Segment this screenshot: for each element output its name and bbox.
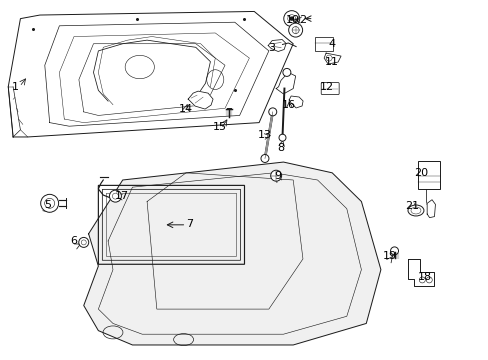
Polygon shape [267, 40, 285, 51]
Text: 6: 6 [70, 236, 78, 246]
Text: 3: 3 [267, 43, 274, 53]
Text: 4: 4 [328, 39, 335, 49]
Text: 15: 15 [213, 122, 227, 132]
Circle shape [41, 194, 59, 212]
Text: 1: 1 [12, 82, 19, 92]
Text: 19: 19 [382, 251, 396, 261]
Circle shape [283, 68, 290, 76]
Text: 11: 11 [325, 57, 339, 67]
FancyBboxPatch shape [321, 82, 339, 95]
Text: 8: 8 [277, 143, 284, 153]
Polygon shape [324, 53, 340, 64]
Polygon shape [276, 72, 295, 94]
Circle shape [268, 108, 276, 116]
Text: 12: 12 [320, 82, 334, 93]
Circle shape [270, 170, 281, 181]
Text: 7: 7 [186, 219, 193, 229]
Circle shape [288, 23, 302, 37]
Polygon shape [79, 44, 224, 116]
Text: 5: 5 [43, 200, 51, 210]
Polygon shape [427, 200, 434, 218]
FancyBboxPatch shape [417, 161, 439, 189]
Polygon shape [83, 162, 380, 345]
Polygon shape [407, 259, 433, 286]
Circle shape [390, 247, 398, 255]
Circle shape [290, 17, 293, 20]
Text: 9: 9 [273, 171, 281, 181]
Polygon shape [288, 96, 303, 108]
Text: 20: 20 [413, 168, 427, 178]
Circle shape [279, 134, 285, 141]
Ellipse shape [407, 205, 423, 216]
Text: 2: 2 [299, 15, 306, 26]
Polygon shape [8, 12, 293, 137]
Circle shape [79, 237, 88, 247]
Text: 13: 13 [258, 130, 271, 140]
Text: 10: 10 [285, 15, 300, 25]
Text: 14: 14 [179, 104, 193, 114]
FancyBboxPatch shape [314, 37, 332, 51]
Circle shape [109, 190, 121, 202]
Text: 17: 17 [115, 191, 128, 201]
Text: 21: 21 [405, 201, 419, 211]
Polygon shape [188, 91, 213, 109]
Circle shape [261, 154, 268, 162]
Text: 18: 18 [417, 272, 431, 282]
Text: 16: 16 [281, 100, 295, 110]
